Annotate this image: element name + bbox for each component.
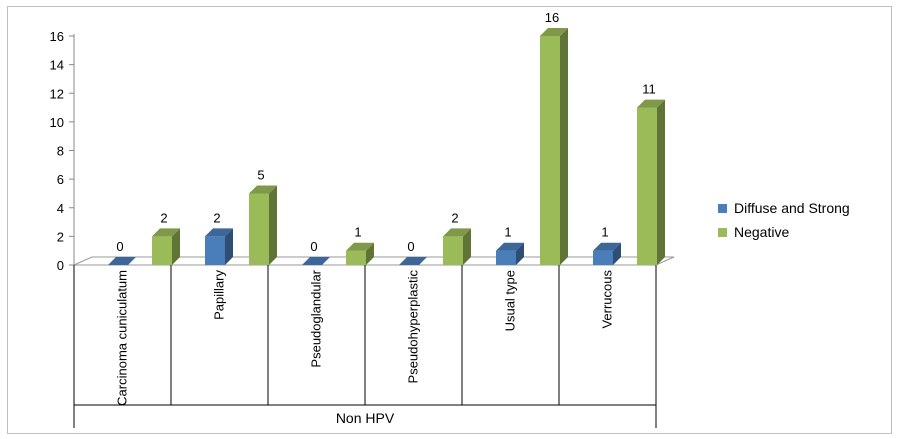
legend-swatch	[718, 228, 727, 237]
bar-side	[366, 242, 374, 265]
data-label: 2	[160, 210, 167, 225]
data-label: 1	[504, 225, 511, 240]
bar	[152, 228, 180, 265]
data-label: 0	[310, 239, 317, 254]
bar-side	[172, 228, 180, 265]
y-tick-label: 12	[50, 86, 64, 101]
bar	[443, 228, 471, 265]
data-label: 11	[642, 82, 656, 97]
bar-top	[249, 185, 277, 194]
bar-side	[225, 228, 233, 265]
bar-top	[637, 99, 665, 108]
data-label: 1	[354, 225, 361, 240]
y-tick-label: 6	[57, 172, 64, 187]
bar-side	[269, 185, 277, 265]
bar-side	[463, 228, 471, 265]
y-tick-label: 14	[50, 58, 64, 73]
data-label: 0	[116, 239, 123, 254]
category-label: Pseudoglandular	[309, 269, 324, 367]
bar-front	[540, 36, 560, 265]
y-tick-label: 2	[57, 229, 64, 244]
bar	[205, 228, 233, 265]
legend-swatch	[718, 204, 727, 213]
bar-front	[249, 193, 269, 265]
bar-front	[346, 250, 366, 265]
bar-top	[443, 228, 471, 237]
legend-label: Diffuse and Strong	[734, 200, 850, 216]
data-label: 5	[257, 167, 264, 182]
bar	[496, 242, 524, 265]
bar-side	[516, 242, 524, 265]
y-tick-label: 8	[57, 144, 64, 159]
bar-top	[205, 228, 233, 237]
bar	[540, 28, 568, 265]
y-tick-label: 0	[57, 258, 64, 273]
bar	[249, 185, 277, 265]
bar-top	[302, 257, 330, 265]
bar-top	[496, 242, 524, 251]
bar-side	[657, 99, 665, 265]
bar-front	[443, 236, 463, 265]
bar-side	[613, 242, 621, 265]
y-tick-label: 16	[50, 29, 64, 44]
chart-frame	[7, 6, 892, 434]
bar	[399, 257, 427, 265]
legend-label: Negative	[734, 224, 789, 240]
bar-top	[399, 257, 427, 265]
bar-top	[108, 257, 136, 265]
bar-front	[152, 236, 172, 265]
y-tick-label: 10	[50, 115, 64, 130]
bar-front	[205, 236, 225, 265]
category-label: Usual type	[503, 270, 518, 331]
bar-top	[152, 228, 180, 237]
bar-top	[346, 242, 374, 251]
bar	[302, 257, 330, 265]
category-label: Carcinoma cuniculatum	[115, 270, 130, 406]
category-label: Verrucous	[600, 270, 615, 329]
bar-top	[593, 242, 621, 251]
bar	[637, 99, 665, 265]
data-label: 0	[407, 239, 414, 254]
y-tick-label: 4	[57, 201, 64, 216]
data-label: 16	[545, 10, 559, 25]
bar	[108, 257, 136, 265]
group-label: Non HPV	[336, 410, 395, 426]
data-label: 1	[601, 225, 608, 240]
data-label: 2	[213, 210, 220, 225]
bar-front	[637, 107, 657, 265]
category-label: Papillary	[212, 270, 227, 320]
bar-front	[593, 250, 613, 265]
bar	[593, 242, 621, 265]
bar-top	[540, 28, 568, 36]
bar	[346, 242, 374, 265]
data-label: 2	[451, 210, 458, 225]
bar-front	[496, 250, 516, 265]
bar-side	[560, 28, 568, 265]
category-label: Pseudohyperplastic	[406, 270, 421, 384]
